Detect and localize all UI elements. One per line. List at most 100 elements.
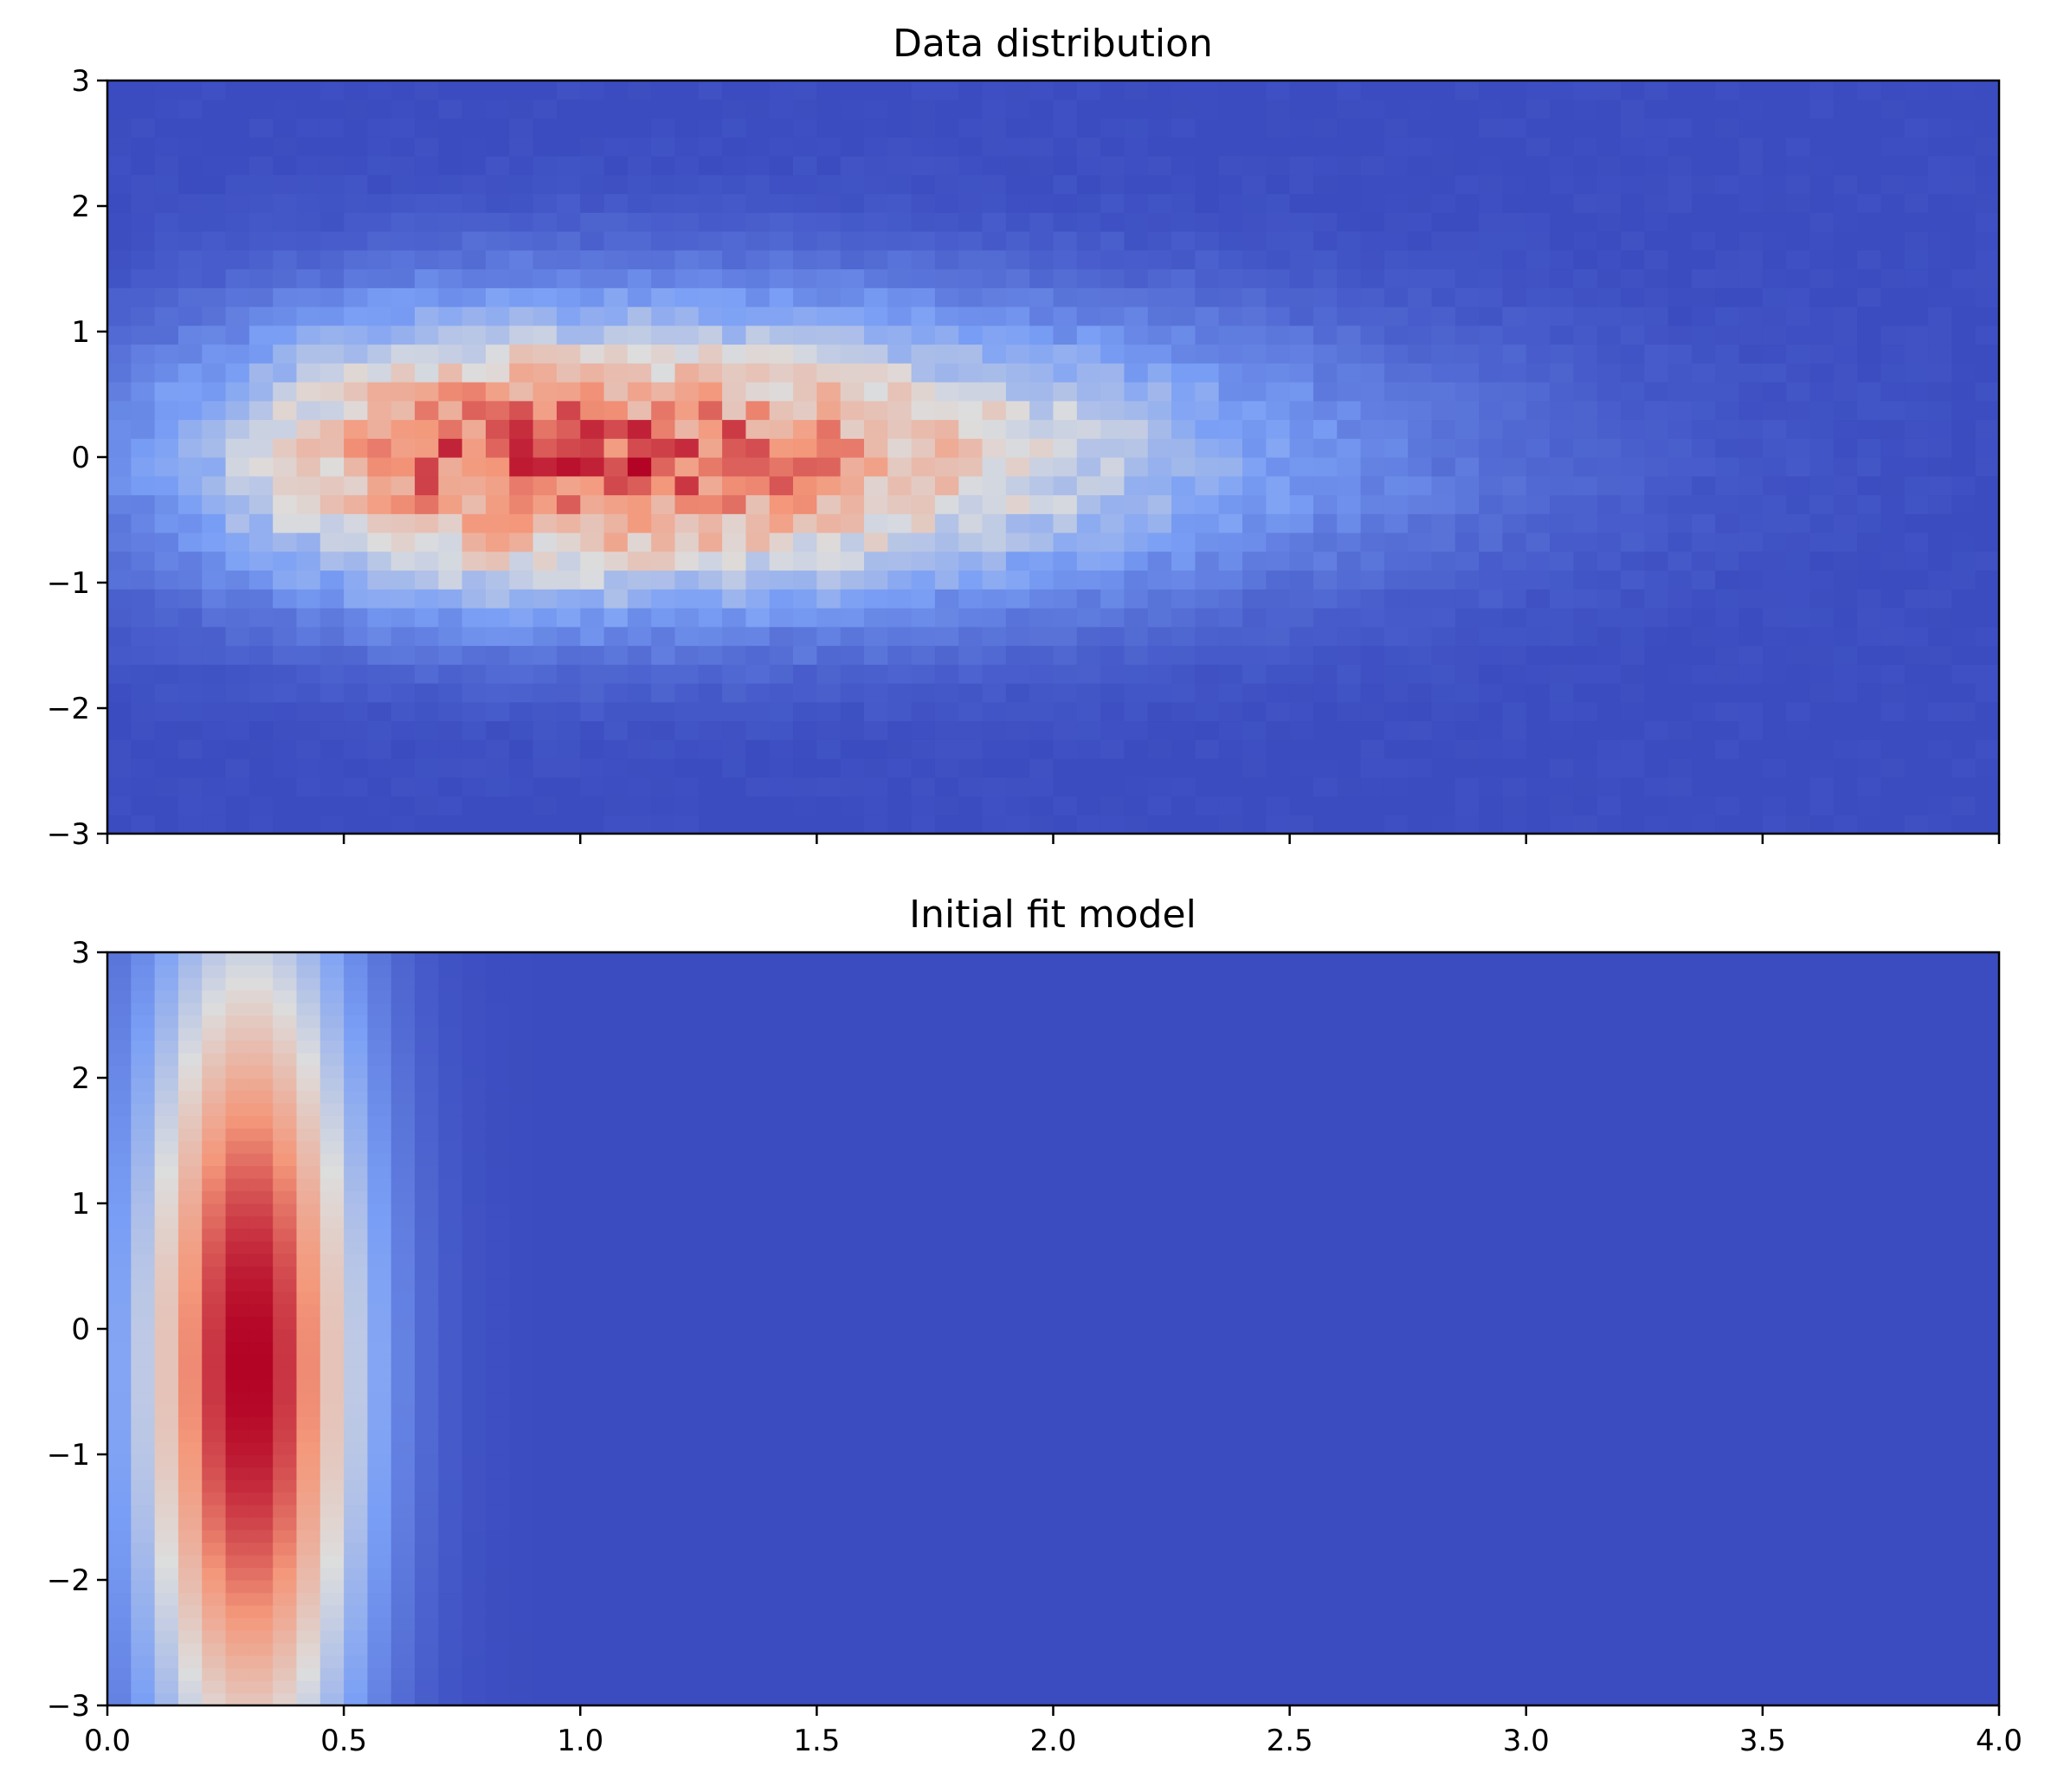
heatmap-cell bbox=[225, 1580, 250, 1594]
heatmap-cell bbox=[1502, 513, 1527, 533]
heatmap-cell bbox=[486, 1316, 510, 1330]
heatmap-cell bbox=[202, 1530, 227, 1544]
heatmap-cell bbox=[1621, 118, 1645, 138]
heatmap-cell bbox=[651, 964, 676, 978]
heatmap-cell bbox=[674, 475, 700, 496]
heatmap-cell bbox=[344, 1441, 369, 1455]
heatmap-cell bbox=[319, 1667, 345, 1681]
heatmap-cell bbox=[745, 739, 771, 759]
heatmap-cell bbox=[1337, 400, 1362, 421]
heatmap-cell bbox=[367, 645, 392, 665]
heatmap-cell bbox=[864, 382, 888, 402]
heatmap-cell bbox=[1880, 118, 1906, 138]
heatmap-cell bbox=[603, 438, 629, 458]
heatmap-cell bbox=[1218, 193, 1243, 213]
heatmap-cell bbox=[556, 758, 581, 778]
heatmap-cell bbox=[1715, 683, 1740, 703]
heatmap-cell bbox=[627, 683, 652, 703]
heatmap-cell bbox=[415, 1115, 439, 1129]
heatmap-cell bbox=[1667, 645, 1693, 665]
heatmap-cell bbox=[934, 231, 959, 251]
heatmap-cell bbox=[1218, 344, 1243, 364]
heatmap-cell bbox=[1124, 457, 1149, 477]
heatmap-cell bbox=[1266, 137, 1291, 157]
heatmap-cell bbox=[225, 1505, 250, 1518]
heatmap-cell bbox=[603, 1592, 629, 1606]
heatmap-cell bbox=[461, 1517, 487, 1531]
heatmap-cell bbox=[1715, 438, 1740, 458]
heatmap-cell bbox=[438, 1667, 463, 1681]
heatmap-cell bbox=[509, 683, 534, 703]
heatmap-cell bbox=[934, 494, 959, 514]
heatmap-cell bbox=[651, 1341, 676, 1355]
heatmap-cell bbox=[793, 1655, 817, 1669]
heatmap-cell bbox=[367, 306, 392, 326]
heatmap-cell bbox=[177, 1341, 203, 1355]
heatmap-cell bbox=[934, 664, 959, 684]
heatmap-cell bbox=[131, 419, 156, 439]
heatmap-cell bbox=[509, 1441, 534, 1455]
heatmap-cell bbox=[1857, 249, 1882, 270]
heatmap-cell bbox=[509, 1567, 534, 1581]
heatmap-cell bbox=[651, 1404, 676, 1418]
heatmap-cell bbox=[603, 1416, 629, 1430]
heatmap-cell bbox=[1266, 494, 1291, 514]
heatmap-cell bbox=[1337, 193, 1362, 213]
heatmap-cell bbox=[415, 1329, 439, 1343]
heatmap-cell bbox=[177, 1165, 203, 1179]
heatmap-cell bbox=[225, 1002, 250, 1016]
heatmap-cell bbox=[580, 952, 605, 966]
heatmap-cell bbox=[344, 1605, 369, 1619]
heatmap-cell bbox=[698, 1379, 723, 1393]
heatmap-cell bbox=[415, 777, 439, 797]
heatmap-cell bbox=[438, 701, 463, 722]
heatmap-cell bbox=[1502, 758, 1527, 778]
heatmap-cell bbox=[1928, 796, 1952, 815]
heatmap-cell bbox=[1195, 720, 1220, 740]
heatmap-cell bbox=[177, 720, 203, 740]
heatmap-cell bbox=[1833, 570, 1858, 590]
heatmap-cell bbox=[344, 1655, 369, 1669]
heatmap-cell bbox=[1786, 796, 1811, 815]
heatmap-cell bbox=[131, 1165, 156, 1179]
heatmap-cell bbox=[390, 1203, 416, 1217]
heatmap-cell bbox=[390, 1479, 416, 1493]
heatmap-cell bbox=[556, 1028, 581, 1041]
heatmap-cell bbox=[1337, 137, 1362, 157]
heatmap-cell bbox=[1479, 551, 1504, 571]
heatmap-cell bbox=[273, 419, 298, 439]
heatmap-cell bbox=[1005, 608, 1030, 628]
heatmap-cell bbox=[273, 193, 298, 213]
heatmap-cell bbox=[177, 1454, 203, 1468]
heatmap-cell bbox=[367, 664, 392, 684]
heatmap-cell bbox=[580, 1128, 605, 1142]
heatmap-cell bbox=[1573, 494, 1598, 514]
heatmap-cell bbox=[1975, 249, 2000, 270]
heatmap-cell bbox=[580, 1429, 605, 1443]
heatmap-cell bbox=[1454, 815, 1480, 835]
heatmap-cell bbox=[177, 1128, 203, 1142]
heatmap-cell bbox=[1479, 99, 1504, 119]
heatmap-cell bbox=[651, 212, 676, 232]
heatmap-cell bbox=[319, 1128, 345, 1142]
heatmap-cell bbox=[154, 1630, 179, 1644]
heatmap-cell bbox=[1525, 325, 1551, 345]
heatmap-cell bbox=[934, 118, 959, 138]
heatmap-cell bbox=[1786, 99, 1811, 119]
heatmap-cell bbox=[745, 1692, 771, 1706]
heatmap-cell bbox=[934, 777, 959, 797]
heatmap-cell bbox=[580, 1304, 605, 1318]
heatmap-cell bbox=[296, 570, 321, 590]
heatmap-cell bbox=[1242, 589, 1267, 609]
heatmap-cell bbox=[1242, 156, 1267, 176]
heatmap-cell bbox=[486, 1617, 510, 1631]
heatmap-cell bbox=[1738, 720, 1764, 740]
heatmap-cell bbox=[1005, 174, 1030, 195]
heatmap-cell bbox=[438, 1266, 463, 1280]
heatmap-cell bbox=[1147, 457, 1172, 477]
heatmap-cell bbox=[769, 1279, 794, 1292]
heatmap-cell bbox=[1313, 664, 1338, 684]
heatmap-cell bbox=[1431, 419, 1456, 439]
heatmap-cell bbox=[1171, 306, 1196, 326]
heatmap-cell bbox=[1762, 758, 1787, 778]
